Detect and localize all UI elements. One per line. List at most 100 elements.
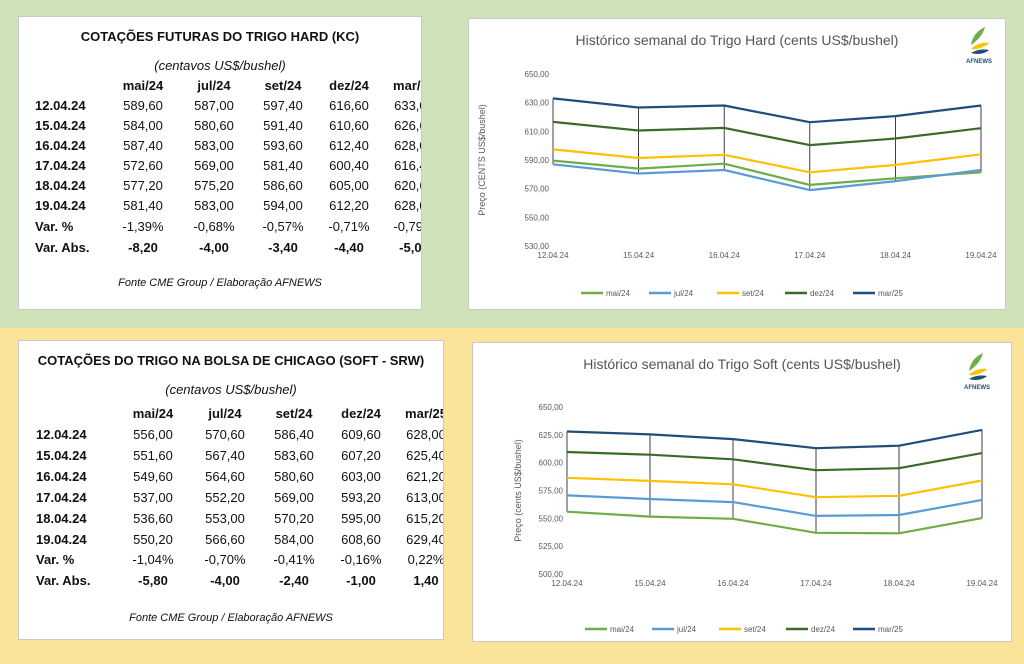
cell-value: 616,40 <box>394 158 421 173</box>
y-tick-label: 550,00 <box>525 213 550 222</box>
legend-label: jul/24 <box>673 289 694 298</box>
soft-table-title: COTAÇÕES DO TRIGO NA BOLSA DE CHICAGO (S… <box>37 353 425 368</box>
row-label: Var. % <box>35 219 74 234</box>
legend-label: dez/24 <box>811 625 836 634</box>
cell-value: 556,00 <box>133 427 173 442</box>
hard-chart-title: Histórico semanal do Trigo Hard (cents U… <box>575 32 899 48</box>
cell-value: 597,40 <box>263 98 303 113</box>
hard-table-title: COTAÇÕES FUTURAS DO TRIGO HARD (KC) <box>80 29 360 44</box>
cell-value: 584,00 <box>123 118 163 133</box>
cell-value: 575,20 <box>194 178 234 193</box>
cell-value: 609,60 <box>341 427 381 442</box>
wheat-leaf-logo-icon: AFNEWS <box>966 27 992 65</box>
cell-value: 567,40 <box>205 448 245 463</box>
cell-value: 613,00 <box>406 490 444 505</box>
cell-value: 593,60 <box>263 138 303 153</box>
soft-col-header: dez/24 <box>341 406 381 421</box>
cell-value: 549,60 <box>133 469 173 484</box>
hard-chart-panel: Histórico semanal do Trigo Hard (cents U… <box>468 18 1006 310</box>
cell-value: 612,40 <box>329 138 369 153</box>
x-tick-label: 18.04.24 <box>880 251 912 260</box>
cell-value: -0,79% <box>393 219 421 234</box>
row-date: 15.04.24 <box>35 118 86 133</box>
soft-table-subtitle: (centavos US$/bushel) <box>165 382 297 397</box>
x-tick-label: 17.04.24 <box>794 251 826 260</box>
cell-value: 553,00 <box>205 511 245 526</box>
y-tick-label: 590,00 <box>525 156 550 165</box>
y-tick-label: 630,00 <box>525 99 550 108</box>
cell-value: 626,60 <box>394 118 421 133</box>
cell-value: -0,70% <box>204 552 246 567</box>
soft-col-header: mai/24 <box>132 406 174 421</box>
hard-col-header: set/24 <box>264 78 302 93</box>
series-line-mai-24 <box>566 510 983 535</box>
y-tick-label: 530,00 <box>525 242 550 251</box>
cell-value: -0,68% <box>193 219 235 234</box>
y-tick-label: 500,00 <box>539 570 564 579</box>
cell-value: 586,40 <box>274 427 314 442</box>
cell-value: -1,04% <box>132 552 174 567</box>
hard-col-header: mai/24 <box>122 78 164 93</box>
y-tick-label: 650,00 <box>525 70 550 79</box>
cell-value: 572,60 <box>123 158 163 173</box>
cell-value: 581,40 <box>263 158 303 173</box>
cell-value: -0,16% <box>340 552 382 567</box>
hard-col-header: mar/25 <box>393 78 421 93</box>
hard-price-chart: 530,00 550,00 570,00 590,00 610,00 630,00 650,… <box>477 70 997 298</box>
y-tick-label: 650,00 <box>539 403 564 412</box>
hard-table-subtitle: (centavos US$/bushel) <box>154 58 286 73</box>
cell-value: 552,20 <box>205 490 245 505</box>
cell-value: 1,40 <box>413 573 439 588</box>
legend-label: jul/24 <box>676 625 697 634</box>
cell-value: 605,00 <box>329 178 369 193</box>
cell-value: 583,00 <box>194 198 234 213</box>
cell-value: 629,40 <box>406 532 444 547</box>
cell-value: 620,60 <box>394 178 421 193</box>
row-label: Var. Abs. <box>36 573 91 588</box>
cell-value: -0,71% <box>328 219 370 234</box>
cell-value: -0,57% <box>262 219 304 234</box>
x-tick-label: 19.04.24 <box>965 251 997 260</box>
cell-value: -1,39% <box>122 219 164 234</box>
row-date: 15.04.24 <box>36 448 87 463</box>
y-axis-title: Preço (cents US$/bushel) <box>513 439 523 542</box>
cell-value: 550,20 <box>133 532 173 547</box>
series-line-dez-24 <box>552 120 982 147</box>
hard-col-header: jul/24 <box>197 78 231 93</box>
cell-value: 551,60 <box>133 448 173 463</box>
cell-value: 612,20 <box>329 198 369 213</box>
y-tick-label: 570,00 <box>525 185 550 194</box>
cell-value: 566,60 <box>205 532 245 547</box>
legend-label: set/24 <box>744 625 766 634</box>
y-tick-label: 610,00 <box>525 127 550 136</box>
legend-label: dez/24 <box>810 289 835 298</box>
cell-value: 589,60 <box>123 98 163 113</box>
soft-table-source: Fonte CME Group / Elaboração AFNEWS <box>129 612 333 624</box>
cell-value: 616,60 <box>329 98 369 113</box>
cell-value: 615,20 <box>406 511 444 526</box>
legend-label: mai/24 <box>606 289 631 298</box>
row-label: Var. % <box>36 552 75 567</box>
hard-quotes-table-panel: COTAÇÕES FUTURAS DO TRIGO HARD (KC) (cen… <box>18 16 422 310</box>
legend-label: mar/25 <box>878 625 903 634</box>
soft-chart-panel: Histórico semanal do Trigo Soft (cents U… <box>472 342 1012 642</box>
series-line-mar-25 <box>566 428 983 450</box>
legend-label: mai/24 <box>610 625 635 634</box>
x-tick-label: 12.04.24 <box>551 579 583 588</box>
series-line-jul-24 <box>552 163 982 192</box>
wheat-leaf-logo-icon: AFNEWS <box>964 353 990 391</box>
cell-value: 569,00 <box>194 158 234 173</box>
row-date: 12.04.24 <box>35 98 86 113</box>
soft-col-header: mar/25 <box>405 406 444 421</box>
soft-col-header: jul/24 <box>208 406 242 421</box>
cell-value: -4,40 <box>334 240 364 255</box>
cell-value: -3,40 <box>268 240 298 255</box>
cell-value: 628,00 <box>406 427 444 442</box>
cell-value: 610,60 <box>329 118 369 133</box>
cell-value: 580,60 <box>194 118 234 133</box>
cell-value: 586,60 <box>263 178 303 193</box>
cell-value: 0,22% <box>407 552 444 567</box>
cell-value: 600,40 <box>329 158 369 173</box>
soft-chart-title: Histórico semanal do Trigo Soft (cents U… <box>583 356 901 372</box>
x-tick-label: 17.04.24 <box>800 579 832 588</box>
